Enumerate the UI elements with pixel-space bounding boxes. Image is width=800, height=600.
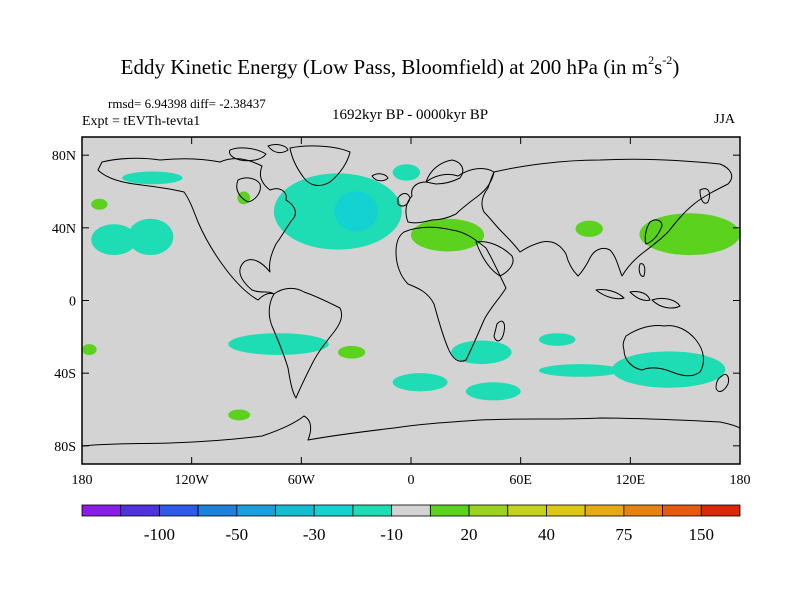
coastline-indonesia xyxy=(595,289,681,309)
season-label: JJA xyxy=(714,112,736,127)
colorbar-label-0: -100 xyxy=(144,525,175,544)
colorbar-swatch-2 xyxy=(159,504,199,517)
title-main: Eddy Kinetic Energy (Low Pass, Bloomfiel… xyxy=(120,55,649,79)
colorbar-swatch-15 xyxy=(662,504,702,517)
colorbar-label-4: 20 xyxy=(461,525,478,544)
coastline-arabia xyxy=(475,241,514,277)
colorbar-swatch-5 xyxy=(275,504,315,517)
colorbar-swatch-7 xyxy=(352,504,393,517)
lat-label-3: 40S xyxy=(54,367,76,382)
lon-label-5: 120E xyxy=(616,473,646,488)
anomaly-region-15 xyxy=(575,220,603,237)
colorbar-label-5: 40 xyxy=(538,525,555,544)
anomaly-region-6 xyxy=(538,333,576,346)
anomaly-region-1 xyxy=(334,191,379,232)
coastline-new-zealand xyxy=(715,373,729,392)
title-end: ) xyxy=(672,55,680,79)
map-axes: 80N 40N 0 40S 80S 180 120W 60W 0 60E 120E 180 xyxy=(52,137,751,488)
coastline-scandinavia xyxy=(425,159,464,185)
lat-label-1: 40N xyxy=(52,222,76,237)
coastline-philippines xyxy=(638,263,646,277)
anomaly-region-10 xyxy=(612,351,726,388)
lat-label-4: 80S xyxy=(54,440,76,455)
lon-label-6: 180 xyxy=(730,473,751,488)
lon-label-0: 180 xyxy=(72,473,93,488)
colorbar-swatch-8 xyxy=(391,504,431,517)
coastline-iceland xyxy=(371,173,389,182)
anomaly-regions xyxy=(82,164,740,421)
anomaly-region-7 xyxy=(538,364,622,377)
colorbar-swatch-10 xyxy=(468,504,509,517)
lon-label-4: 60E xyxy=(509,473,532,488)
anomaly-region-8 xyxy=(392,373,448,392)
period-label: 1692kyr BP - 0000kyr BP xyxy=(331,107,489,123)
coastline-greenland xyxy=(289,145,351,186)
colorbar-swatch-0 xyxy=(81,504,122,517)
colorbar: -100 -50 -30 -10 20 40 75 150 xyxy=(81,504,741,544)
lat-label-2: 0 xyxy=(69,295,76,310)
anomaly-region-4 xyxy=(91,224,137,256)
colorbar-label-6: 75 xyxy=(615,525,632,544)
coastline-asia xyxy=(481,158,733,277)
colorbar-swatch-14 xyxy=(623,504,663,517)
map-background xyxy=(82,137,740,464)
colorbar-swatch-12 xyxy=(546,504,586,517)
colorbar-label-3: -10 xyxy=(380,525,403,544)
coastlines xyxy=(82,144,740,447)
colorbar-swatch-4 xyxy=(236,504,276,517)
coastline-japan xyxy=(644,219,663,245)
lon-label-1: 120W xyxy=(175,473,210,488)
anomaly-region-11 xyxy=(451,340,512,365)
colorbar-swatch-3 xyxy=(197,504,238,517)
anomaly-region-5 xyxy=(392,164,421,181)
anomaly-region-9 xyxy=(228,333,329,355)
coastline-hudson-bay xyxy=(236,177,261,203)
coastline-south-america xyxy=(268,287,343,399)
experiment-label: Expt = tEVTh-tevta1 xyxy=(82,114,201,129)
lon-label-2: 60W xyxy=(288,473,316,488)
coastline-british-isles xyxy=(397,193,411,207)
coastline-north-america xyxy=(97,157,296,301)
anomaly-region-12 xyxy=(465,382,521,401)
coastline-antarctica xyxy=(82,415,740,447)
title-mid: s xyxy=(654,55,663,79)
colorbar-swatch-13 xyxy=(584,504,625,517)
anomaly-region-17 xyxy=(91,198,108,210)
colorbar-swatch-6 xyxy=(313,504,354,517)
colorbar-swatch-16 xyxy=(700,504,741,517)
anomaly-region-13 xyxy=(411,218,485,252)
coastline-arctic-islands xyxy=(229,144,289,162)
colorbar-label-2: -30 xyxy=(303,525,326,544)
colorbar-swatch-9 xyxy=(429,504,470,517)
coastline-australia xyxy=(622,325,704,377)
colorbar-swatch-11 xyxy=(507,504,547,517)
anomaly-region-3 xyxy=(127,218,174,256)
title-sup1: 2 xyxy=(648,53,655,67)
rmsd-diff-stats: rmsd= 6.94398 diff= -2.38437 xyxy=(108,96,266,111)
coastline-kamchatka xyxy=(699,188,711,204)
anomaly-region-14 xyxy=(639,213,740,256)
title-sup2: -2 xyxy=(662,53,673,67)
anomaly-region-19 xyxy=(228,409,251,421)
lon-label-3: 0 xyxy=(408,473,415,488)
anomaly-region-2 xyxy=(122,171,183,185)
lat-label-0: 80N xyxy=(52,149,76,164)
anomaly-region-20 xyxy=(337,345,366,359)
map-title: Eddy Kinetic Energy (Low Pass, Bloomfiel… xyxy=(0,53,800,80)
anomaly-region-18 xyxy=(82,344,97,355)
coastline-madagascar xyxy=(493,320,505,342)
colorbar-label-1: -50 xyxy=(225,525,248,544)
colorbar-label-7: 150 xyxy=(689,525,715,544)
colorbar-swatch-1 xyxy=(120,504,160,517)
coastline-africa xyxy=(395,226,507,362)
